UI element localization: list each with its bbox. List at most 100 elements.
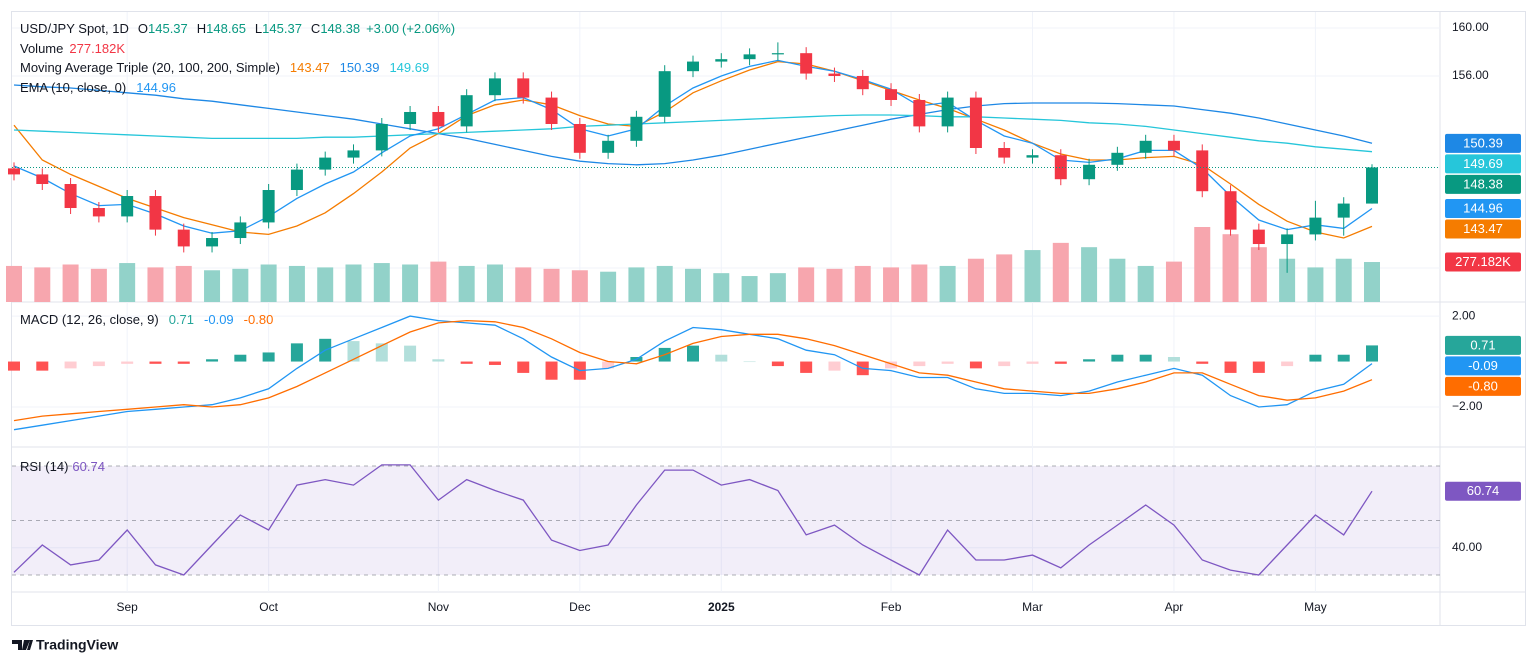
volume-bar <box>1052 242 1069 302</box>
candle-body <box>828 73 841 76</box>
macd-histogram-bar <box>828 361 841 371</box>
volume-bar <box>1222 234 1239 302</box>
volume-bar <box>458 265 475 302</box>
candle-body <box>460 95 473 127</box>
volume-bar <box>1364 262 1380 302</box>
volume-bar <box>1307 267 1324 302</box>
legend-value: (+2.06%) <box>402 21 455 36</box>
volume-bar <box>543 268 560 302</box>
legend-row: Volume 277.182K <box>20 41 125 56</box>
legend-value: 0.71 <box>169 312 194 327</box>
candle-body <box>885 89 898 100</box>
macd-histogram-bar <box>1366 345 1378 362</box>
volume-bar <box>260 264 277 302</box>
candle-body <box>941 97 954 127</box>
macd-histogram-bar <box>36 361 49 371</box>
y-tick-label: 40.00 <box>1452 540 1482 554</box>
macd-histogram-bar <box>545 361 558 380</box>
x-tick-label: Apr <box>1165 600 1184 614</box>
moving-average-line <box>13 84 1373 166</box>
candle-body <box>375 123 388 151</box>
y-tick-label: 2.00 <box>1452 308 1476 322</box>
candle-body <box>432 111 445 127</box>
macd-histogram-bar <box>913 361 926 367</box>
x-tick-label: Nov <box>428 600 449 614</box>
macd-histogram-bar <box>149 361 162 364</box>
candle-body <box>206 238 219 247</box>
volume-bar <box>232 268 249 302</box>
candle-body <box>290 169 303 191</box>
macd-histogram-bar <box>1337 354 1350 362</box>
rsi-line <box>13 464 1373 576</box>
candle-body <box>771 53 784 55</box>
candle-body <box>969 97 982 148</box>
price-badge <box>1445 198 1521 218</box>
macd-histogram-bar <box>771 361 784 367</box>
candle-body <box>92 208 105 217</box>
legend-value: 145.37 <box>262 21 302 36</box>
volume-bar <box>967 258 984 302</box>
legend-value: 148.65 <box>206 21 246 36</box>
legend-label: L <box>255 21 262 36</box>
price-badge <box>1445 481 1521 501</box>
candle-body <box>1281 234 1294 245</box>
candle-body <box>262 190 275 223</box>
macd-histogram-bar <box>1309 354 1322 362</box>
legend-row: MACD (12, 26, close, 9) 0.71 -0.09 -0.80 <box>20 312 273 327</box>
volume-bar <box>62 264 79 302</box>
volume-bar <box>769 273 786 302</box>
price-badge <box>1445 335 1521 355</box>
macd-histogram-bar <box>234 354 247 362</box>
candle-body <box>149 196 162 230</box>
macd-histogram-bar <box>715 354 728 362</box>
candle-body <box>121 196 134 217</box>
candle-body <box>573 123 586 153</box>
macd-histogram-bar <box>177 361 190 364</box>
legend-value: 277.182K <box>69 41 125 56</box>
candle-body <box>856 75 869 90</box>
x-tick-label: May <box>1304 600 1327 614</box>
volume-bar <box>656 265 673 302</box>
volume-bar <box>486 264 503 302</box>
volume-bar <box>1165 261 1182 302</box>
macd-histogram-bar <box>290 343 303 362</box>
macd-histogram-bar <box>375 343 388 362</box>
price-badge-label: 149.69 <box>1463 156 1503 171</box>
candle-body <box>687 61 699 72</box>
logo-text: TradingView <box>36 637 118 653</box>
candle-body <box>404 111 417 124</box>
volume-bar <box>741 276 758 302</box>
macd-histogram-bar <box>1224 361 1237 373</box>
candle-body <box>1139 140 1152 153</box>
macd-histogram-bar <box>64 361 77 369</box>
macd-histogram-bar <box>1026 361 1039 364</box>
candle-body <box>1196 150 1209 192</box>
volume-bar <box>571 270 588 302</box>
macd-line <box>13 315 1373 431</box>
macd-histogram-bar <box>517 361 530 373</box>
macd-histogram-bar <box>1083 359 1096 362</box>
candle-body <box>1026 155 1039 158</box>
candle-body <box>1337 203 1350 218</box>
candle-body <box>545 97 558 124</box>
legend-value: -0.09 <box>204 312 234 327</box>
price-badge <box>1445 219 1521 239</box>
signal-line <box>13 319 1373 422</box>
macd-histogram-bar <box>687 345 699 362</box>
macd-histogram-bar <box>404 345 417 362</box>
price-badge <box>1445 252 1521 272</box>
volume-bar <box>854 265 871 302</box>
legend-title: USD/JPY Spot, 1D <box>20 21 129 36</box>
macd-histogram-bar <box>1281 361 1294 367</box>
chart-frame <box>11 11 1526 626</box>
macd-histogram-bar <box>969 361 982 369</box>
macd-histogram-bar <box>941 361 954 364</box>
volume-bar <box>826 268 843 302</box>
x-tick-label: 2025 <box>708 600 735 614</box>
volume-bar <box>317 267 334 302</box>
macd-histogram-bar <box>347 341 360 362</box>
volume-bar <box>1024 250 1041 302</box>
price-badge-label: 148.38 <box>1463 176 1503 191</box>
